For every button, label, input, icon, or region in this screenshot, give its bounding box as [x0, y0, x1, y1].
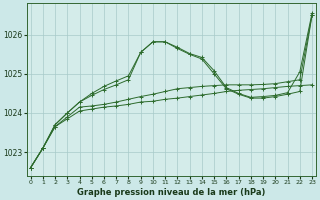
X-axis label: Graphe pression niveau de la mer (hPa): Graphe pression niveau de la mer (hPa) — [77, 188, 266, 197]
